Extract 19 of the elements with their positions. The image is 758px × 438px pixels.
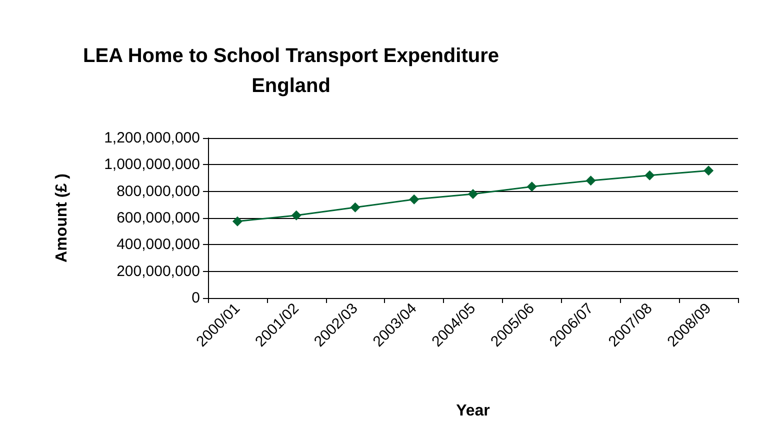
point — [586, 176, 596, 186]
y-tick-label: 600,000,000 — [116, 210, 200, 226]
y-tick-label: 800,000,000 — [116, 182, 200, 200]
point — [468, 189, 478, 199]
y-tick-label: 0 — [192, 290, 200, 306]
y-axis-title: Amount (£ ) — [54, 174, 70, 262]
point — [291, 210, 302, 220]
point — [409, 194, 420, 204]
y-tick-label: 400,000,000 — [116, 236, 200, 254]
point — [644, 170, 655, 180]
point — [232, 216, 242, 226]
y-tick-label: 200,000,000 — [116, 262, 200, 280]
point — [526, 182, 537, 192]
y-tick-label: 1,200,000,000 — [104, 130, 200, 146]
point — [350, 202, 360, 212]
y-tick-label: 1,000,000,000 — [104, 156, 200, 174]
point — [704, 166, 714, 176]
x-axis-title: Year — [456, 402, 490, 420]
chart-title: LEA Home to School Transport Expenditure England — [83, 45, 499, 97]
